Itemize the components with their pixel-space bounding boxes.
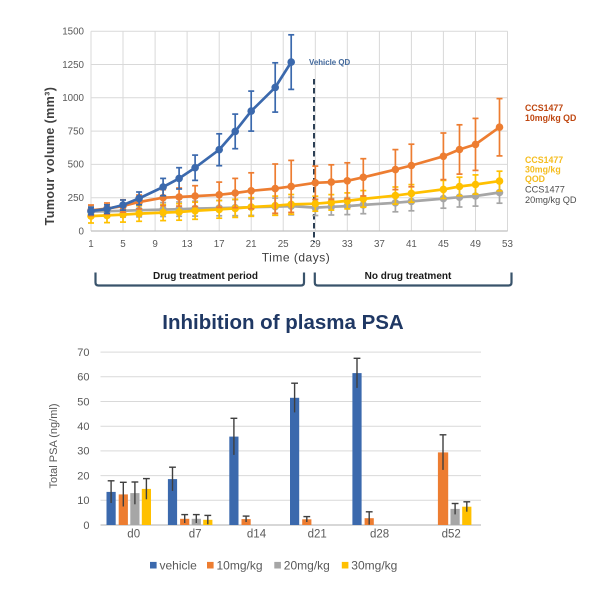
svg-text:29: 29 bbox=[310, 239, 321, 250]
svg-text:500: 500 bbox=[68, 160, 85, 171]
svg-text:d14: d14 bbox=[247, 529, 267, 541]
svg-text:0: 0 bbox=[83, 520, 89, 532]
svg-text:9: 9 bbox=[152, 239, 157, 250]
svg-text:53: 53 bbox=[502, 239, 513, 250]
svg-text:CCS1477: CCS1477 bbox=[525, 155, 563, 165]
svg-text:QOD: QOD bbox=[525, 174, 545, 184]
svg-text:250: 250 bbox=[68, 193, 85, 204]
svg-text:1000: 1000 bbox=[62, 93, 84, 104]
svg-text:25: 25 bbox=[278, 239, 289, 250]
svg-text:10: 10 bbox=[77, 495, 89, 507]
svg-text:vehicle: vehicle bbox=[160, 559, 198, 573]
svg-text:d52: d52 bbox=[442, 529, 461, 541]
svg-text:5: 5 bbox=[120, 239, 126, 250]
svg-text:CCS1477: CCS1477 bbox=[525, 103, 563, 113]
svg-text:33: 33 bbox=[342, 239, 353, 250]
svg-text:d28: d28 bbox=[370, 529, 389, 541]
svg-text:20: 20 bbox=[77, 470, 89, 482]
svg-text:1: 1 bbox=[88, 239, 93, 250]
svg-text:Tumour volume (mm³): Tumour volume (mm³) bbox=[43, 87, 57, 226]
svg-text:d0: d0 bbox=[127, 529, 140, 541]
svg-text:13: 13 bbox=[182, 239, 193, 250]
svg-text:0: 0 bbox=[79, 226, 85, 237]
svg-text:17: 17 bbox=[214, 239, 225, 250]
svg-text:CCS1477: CCS1477 bbox=[525, 185, 565, 195]
svg-text:20mg/kg QD: 20mg/kg QD bbox=[525, 195, 577, 205]
svg-text:Inhibition of plasma PSA: Inhibition of plasma PSA bbox=[162, 311, 404, 334]
svg-text:1500: 1500 bbox=[62, 27, 84, 38]
svg-text:45: 45 bbox=[438, 239, 449, 250]
svg-text:1250: 1250 bbox=[62, 60, 84, 71]
svg-text:Drug treatment period: Drug treatment period bbox=[153, 271, 258, 282]
svg-text:10mg/kg QD: 10mg/kg QD bbox=[525, 113, 576, 123]
svg-text:d7: d7 bbox=[189, 529, 202, 541]
svg-text:40: 40 bbox=[77, 421, 89, 433]
svg-text:41: 41 bbox=[406, 239, 417, 250]
svg-text:No drug treatment: No drug treatment bbox=[365, 271, 452, 282]
svg-text:Vehicle QD: Vehicle QD bbox=[309, 58, 351, 67]
svg-text:20mg/kg: 20mg/kg bbox=[284, 559, 330, 573]
svg-text:Time (days): Time (days) bbox=[262, 251, 330, 265]
svg-text:10mg/kg: 10mg/kg bbox=[217, 559, 263, 573]
svg-text:60: 60 bbox=[77, 372, 89, 384]
svg-text:d21: d21 bbox=[308, 529, 327, 541]
svg-text:70: 70 bbox=[77, 347, 89, 359]
svg-text:37: 37 bbox=[374, 239, 385, 250]
svg-text:Total PSA (ng/ml): Total PSA (ng/ml) bbox=[48, 404, 60, 489]
svg-text:50: 50 bbox=[77, 396, 89, 408]
svg-text:49: 49 bbox=[470, 239, 481, 250]
svg-text:30mg/kg: 30mg/kg bbox=[351, 559, 397, 573]
svg-text:21: 21 bbox=[246, 239, 257, 250]
svg-text:30: 30 bbox=[77, 446, 89, 458]
svg-text:750: 750 bbox=[68, 126, 85, 137]
svg-text:30mg/kg: 30mg/kg bbox=[525, 165, 561, 175]
